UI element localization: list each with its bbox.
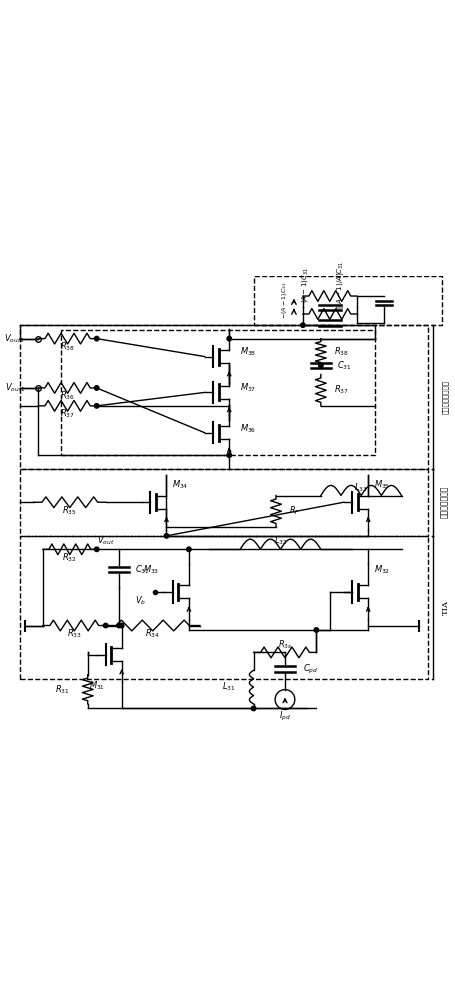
Text: $R_{36}$: $R_{36}$	[60, 390, 75, 402]
Text: $R_F$: $R_F$	[289, 505, 300, 517]
Text: $M_{35}$: $M_{35}$	[373, 478, 389, 491]
Text: $R_{32}$: $R_{32}$	[62, 551, 77, 564]
Text: $(A-1)C_{31}$: $(A-1)C_{31}$	[299, 267, 309, 303]
Circle shape	[227, 336, 231, 341]
Circle shape	[119, 623, 124, 628]
Text: $[(A-1)/A]C_{31}$: $[(A-1)/A]C_{31}$	[335, 261, 345, 309]
Text: $R_{37}$: $R_{37}$	[334, 384, 349, 396]
Circle shape	[164, 534, 168, 538]
Text: $C_{pd}$: $C_{pd}$	[302, 662, 318, 676]
Text: $L_{33}$: $L_{33}$	[354, 481, 367, 494]
Text: $R_{31}$: $R_{31}$	[55, 683, 70, 696]
Text: $R_{33}$: $R_{33}$	[67, 627, 81, 640]
Circle shape	[94, 404, 99, 408]
Text: $R_{34}$: $R_{34}$	[145, 627, 160, 640]
Circle shape	[116, 623, 121, 628]
Text: $L_{32}$: $L_{32}$	[273, 535, 287, 547]
Text: $M_{33}$: $M_{33}$	[143, 563, 159, 576]
Circle shape	[300, 323, 304, 327]
Text: $M_{37}$: $M_{37}$	[239, 382, 256, 394]
Text: $R_{38}$: $R_{38}$	[334, 346, 349, 358]
Text: $V_{out2}$: $V_{out2}$	[5, 332, 25, 345]
Circle shape	[94, 386, 99, 390]
Text: $M_{38}$: $M_{38}$	[239, 346, 256, 358]
Circle shape	[94, 547, 99, 552]
Circle shape	[313, 628, 318, 632]
Text: $M_{32}$: $M_{32}$	[373, 563, 389, 576]
Text: $V_b$: $V_b$	[135, 595, 146, 607]
Circle shape	[251, 706, 255, 711]
Text: $L_{31}$: $L_{31}$	[222, 681, 235, 693]
Text: $-(A-1)C_{31}$: $-(A-1)C_{31}$	[280, 282, 289, 319]
Text: $M_{31}$: $M_{31}$	[88, 680, 105, 692]
Text: $V_{out1}$: $V_{out1}$	[5, 382, 25, 394]
Text: $R_{38}$: $R_{38}$	[60, 340, 75, 353]
Text: 单端转差分电路: 单端转差分电路	[440, 486, 449, 518]
Circle shape	[318, 363, 322, 368]
Text: $M_{36}$: $M_{36}$	[239, 422, 256, 435]
Text: $C_{31}$: $C_{31}$	[336, 359, 350, 372]
Circle shape	[227, 453, 231, 457]
Text: $I_{pd}$: $I_{pd}$	[278, 710, 290, 723]
Text: TIA: TIA	[440, 600, 449, 615]
Circle shape	[103, 623, 108, 628]
Text: $R_{3s}$: $R_{3s}$	[277, 638, 292, 651]
Circle shape	[186, 547, 191, 552]
Text: $R_{37}$: $R_{37}$	[60, 408, 75, 420]
Text: $M_{34}$: $M_{34}$	[172, 478, 188, 491]
Text: 两级共源级增益级: 两级共源级增益级	[440, 380, 449, 414]
Text: $V_{out}$: $V_{out}$	[96, 535, 114, 547]
Text: $R_{35}$: $R_{35}$	[62, 504, 77, 517]
Text: $C_{31}$: $C_{31}$	[135, 563, 149, 576]
Circle shape	[94, 336, 99, 341]
